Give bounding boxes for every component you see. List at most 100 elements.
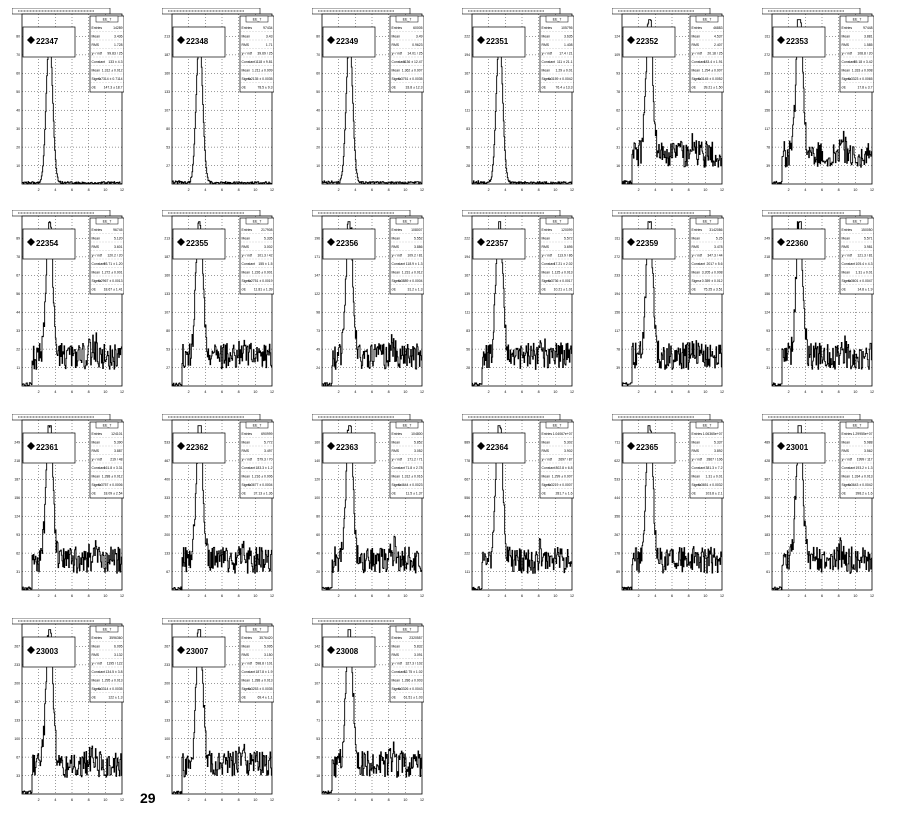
x-tick-label: 4 xyxy=(54,798,56,802)
stat-label: Mean xyxy=(392,645,401,649)
stat-value: 3.436 xyxy=(114,35,123,39)
y-tick-label: 711 xyxy=(615,441,621,445)
x-tick-label: 4 xyxy=(54,188,56,192)
y-tick-label: 78 xyxy=(616,347,620,351)
y-tick-label: 50 xyxy=(316,90,320,94)
x-tick-label: 12 xyxy=(570,188,574,192)
histogram-trace xyxy=(22,425,122,591)
stats-box xyxy=(239,421,274,499)
x-tick-label: 10 xyxy=(403,594,407,598)
histogram-svg: 2 4 6 8 10 12 39 78 117 156 194 233 272 311 22353 EE_7E… xyxy=(762,8,874,192)
y-tick-label: 80 xyxy=(166,127,170,131)
histogram-trace xyxy=(772,221,872,387)
y-tick-label: 267 xyxy=(164,514,170,518)
y-tick-label: 100 xyxy=(314,496,320,500)
x-tick-label: 4 xyxy=(354,188,356,192)
stat-value: 5.852 xyxy=(414,441,423,445)
stat-value: 0.9623 xyxy=(412,43,422,47)
stat-value: 2867 / 106 xyxy=(706,458,722,462)
y-tick-label: 80 xyxy=(16,35,20,39)
stat-value: 122 ± 1.3 xyxy=(108,696,122,700)
histogram-name: EE_7 xyxy=(553,424,562,428)
y-tick-label: 124 xyxy=(764,310,770,314)
stat-label: σE xyxy=(692,288,697,292)
stat-label: RMS xyxy=(542,245,550,249)
histogram-svg: 2 4 6 8 10 12 10 20 30 40 50 60 70 80 22347 EE_7Entries… xyxy=(12,8,124,192)
x-tick-label: 8 xyxy=(388,594,390,598)
stat-value: 5.832 xyxy=(414,645,423,649)
histogram-name: EE_7 xyxy=(703,424,712,428)
stat-value: 0.3757 ± 0.0006 xyxy=(98,483,123,487)
x-tick-label: 2 xyxy=(788,188,790,192)
stat-label: Mean xyxy=(92,237,101,241)
stat-label: Sigma xyxy=(92,483,102,487)
stats-box xyxy=(689,217,724,295)
stat-label: RMS xyxy=(242,449,250,453)
y-tick-label: 156 xyxy=(764,292,770,296)
stat-label: σE xyxy=(692,86,697,90)
y-tick-label: 489 xyxy=(764,441,770,445)
stat-value: 93.71 ± 1.20 xyxy=(104,262,123,266)
stat-value: 1.585 xyxy=(864,43,873,47)
stat-label: Entries xyxy=(542,26,553,30)
x-tick-label: 4 xyxy=(204,390,206,394)
y-tick-label: 100 xyxy=(14,737,20,741)
stat-label: Mean xyxy=(242,271,251,275)
x-tick-label: 10 xyxy=(853,390,857,394)
run-number: 22359 xyxy=(636,239,659,248)
stat-value: 78.5 ± 9.3 xyxy=(257,86,272,90)
run-number: 22349 xyxy=(336,37,359,46)
y-tick-label: 80 xyxy=(166,329,170,333)
stat-label: Constant xyxy=(242,60,256,64)
stat-label: Sigma xyxy=(392,279,402,283)
x-tick-label: 10 xyxy=(403,188,407,192)
y-tick-label: 10 xyxy=(16,164,20,168)
y-tick-label: 139 xyxy=(464,292,470,296)
histogram-panel-22356: 2 4 6 8 10 12 24 49 73 98 122 147 171 196 22356 EE_7 Ent… xyxy=(312,210,424,404)
histogram-name: EE_7 xyxy=(103,424,112,428)
stat-label: Constant xyxy=(842,466,856,470)
stat-value: 31.2 ± 1.3 xyxy=(407,288,422,292)
y-tick-label: 167 xyxy=(464,274,470,278)
histogram-trace xyxy=(172,629,272,795)
histogram-name: EE_7 xyxy=(103,220,112,224)
stat-value: 0.3751 ± 0.0035 xyxy=(398,77,423,81)
x-tick-label: 10 xyxy=(253,594,257,598)
stat-value: 0.2135 ± 0.0035 xyxy=(248,77,273,81)
stat-value: 183.3 ± 1.2 xyxy=(256,466,273,470)
stat-label: Entries xyxy=(392,26,403,30)
x-tick-label: 10 xyxy=(403,798,407,802)
run-number: 22354 xyxy=(36,239,59,248)
x-tick-label: 6 xyxy=(71,798,73,802)
y-tick-label: 10 xyxy=(316,164,320,168)
stat-label: RMS xyxy=(842,43,850,47)
diamond-marker-icon xyxy=(27,442,35,450)
x-tick-label: 4 xyxy=(804,188,806,192)
histogram-panel-22357: 2 4 6 8 10 12 28 56 83 111 139 167 194 222 22357 EE_7 En… xyxy=(462,210,574,404)
stats-box xyxy=(839,421,874,499)
x-tick-label: 10 xyxy=(103,390,107,394)
stat-label: Mean xyxy=(692,69,701,73)
stat-label: RMS xyxy=(92,653,100,657)
y-tick-label: 533 xyxy=(614,478,620,482)
y-tick-label: 33 xyxy=(16,774,20,778)
y-tick-label: 187 xyxy=(164,255,170,259)
stat-label: Mean xyxy=(842,271,851,275)
diamond-marker-icon xyxy=(627,36,635,44)
stat-label: Mean xyxy=(92,679,101,683)
y-tick-label: 109 xyxy=(614,53,620,57)
stat-value: 5.25 xyxy=(716,237,723,241)
stat-label: Constant xyxy=(842,60,856,64)
stat-label: Constant xyxy=(692,60,706,64)
run-number: 23008 xyxy=(336,647,359,656)
y-tick-label: 400 xyxy=(164,478,170,482)
stat-value: 0.3643 ± 0.0042 xyxy=(848,483,873,487)
stat-value: 3.902 xyxy=(564,449,573,453)
stat-label: σE xyxy=(92,288,97,292)
stat-value: 802.8 ± 6.8 xyxy=(556,466,573,470)
x-tick-label: 12 xyxy=(120,798,124,802)
histogram-panel-22360: 2 4 6 8 10 12 31 62 93 124 156 187 218 249 22360 EE_7 En… xyxy=(762,210,874,404)
stat-label: χ² / ndf xyxy=(392,52,403,56)
x-tick-label: 8 xyxy=(238,798,240,802)
y-tick-label: 124 xyxy=(14,514,20,518)
